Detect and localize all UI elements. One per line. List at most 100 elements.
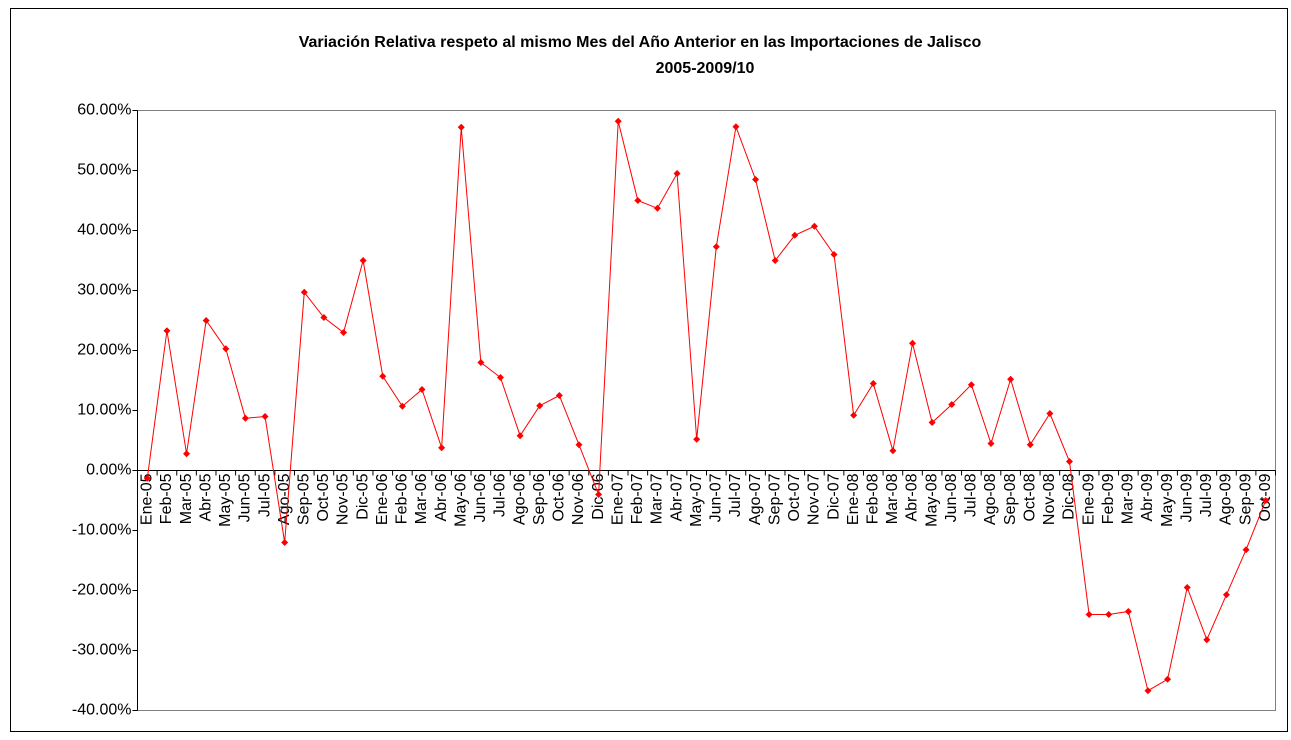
marker [241,414,249,422]
x-tick-label: Jul-06 [492,473,509,517]
x-tick-label: Mar-08 [884,473,901,524]
x-tick-label: Jun-07 [708,473,725,522]
x-tick-label: Sep-06 [531,473,548,525]
x-tick-label: Abr-09 [1139,473,1156,521]
x-tick-label: Oct-06 [551,473,568,521]
marker [379,372,387,380]
x-tick-label: Jul-05 [256,473,273,517]
x-tick-label: Mar-07 [649,473,666,524]
marker [830,251,838,258]
marker [771,257,779,264]
marker [1105,611,1113,618]
chart-title: Variación Relativa respeto al mismo Mes … [299,34,982,51]
marker [791,231,799,239]
marker [1046,410,1054,417]
x-tick-label: Nov-06 [570,473,587,525]
x-tick-label: Mar-06 [413,473,430,524]
marker [163,327,171,335]
y-tick-label: 60.00% [77,102,131,119]
marker [143,474,151,482]
marker [555,392,563,399]
marker [1007,375,1015,383]
x-tick-label: Nov-07 [806,473,823,525]
x-tick-label: Nov-05 [335,473,352,525]
x-tick-label: Ago-07 [747,473,764,525]
marker [889,447,897,455]
x-tick-label: Oct-08 [1021,473,1038,521]
chart-border [10,8,1288,732]
x-tick-label: Oct-07 [786,473,803,521]
x-tick-label: May-05 [217,473,234,526]
x-tick-label: Dic-08 [1061,473,1078,519]
marker [1262,497,1270,504]
x-tick-label: Abr-08 [904,473,921,521]
x-tick-label: Feb-05 [158,473,175,524]
marker [928,419,936,426]
marker [1124,608,1132,615]
x-tick-label: Sep-07 [766,473,783,525]
marker [1085,611,1093,618]
marker [340,329,348,336]
y-tick-label: 0.00% [86,462,131,479]
marker [614,117,622,125]
x-tick-label: Jul-07 [727,473,744,517]
marker [496,374,504,381]
chart-subtitle: 2005-2009/10 [656,60,755,77]
x-tick-label: Nov-08 [1041,473,1058,525]
x-tick-label: Ago-05 [276,473,293,525]
marker [1144,687,1152,695]
marker [850,411,858,419]
marker [1222,591,1230,599]
marker [536,402,544,410]
marker [693,435,701,443]
x-tick-label: Jun-09 [1178,473,1195,522]
marker [1183,584,1191,591]
marker [909,339,917,347]
marker [457,123,465,131]
x-tick-label: Feb-07 [629,473,646,524]
x-tick-label: Sep-05 [295,473,312,525]
y-tick-label: 50.00% [77,162,131,179]
marker [869,380,877,387]
x-tick-label: May-08 [923,473,940,526]
marker [712,243,720,251]
marker [1164,675,1172,683]
marker [438,444,446,452]
marker [575,441,583,449]
marker [810,222,818,230]
y-tick-label: -10.00% [72,522,132,539]
marker [1242,546,1250,554]
x-tick-label: Dic-05 [354,473,371,519]
marker [948,401,956,408]
marker [320,314,328,321]
y-tick-label: 30.00% [77,282,131,299]
x-tick-label: Dic-07 [825,473,842,519]
marker [653,204,661,212]
marker [183,450,191,458]
marker [732,123,740,131]
marker [967,381,975,389]
x-tick-label: Ene-08 [845,473,862,525]
marker [398,402,406,410]
marker [281,539,289,546]
marker [1203,636,1211,644]
marker [595,491,603,498]
x-tick-label: Ago-09 [1218,473,1235,525]
x-tick-label: Ene-05 [139,473,156,525]
x-tick-label: Jun-06 [472,473,489,522]
marker [477,359,485,366]
marker [202,317,210,324]
x-tick-label: Sep-08 [1002,473,1019,525]
y-tick-label: 10.00% [77,402,131,419]
x-tick-label: Ene-09 [1080,473,1097,525]
marker [418,386,426,393]
x-tick-label: Mar-09 [1120,473,1137,524]
marker [634,197,642,204]
x-tick-label: Ene-06 [374,473,391,525]
y-tick-label: -40.00% [72,702,132,719]
y-tick-label: 40.00% [77,222,131,239]
x-tick-label: Feb-08 [864,473,881,524]
x-tick-label: May-09 [1159,473,1176,526]
marker [1065,458,1073,465]
